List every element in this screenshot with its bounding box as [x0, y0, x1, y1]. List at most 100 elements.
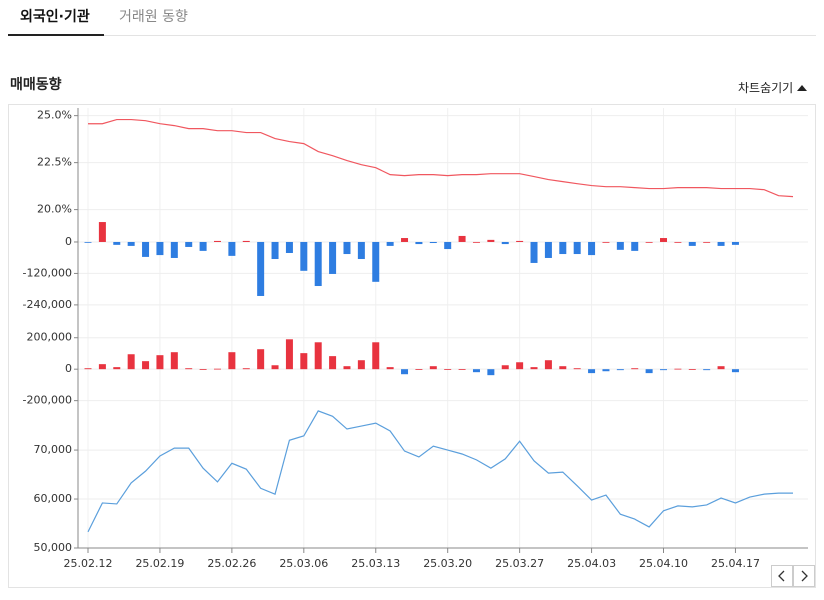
bar — [228, 241, 236, 256]
x-tick-label: 25.02.26 — [207, 557, 256, 570]
bar — [444, 369, 452, 370]
bar — [501, 365, 509, 370]
y-tick-label: 70,000 — [34, 443, 73, 456]
bar — [415, 241, 423, 245]
toggle-label[interactable]: 차트숨기기 — [738, 81, 794, 95]
y-tick-label: 22.5% — [37, 156, 72, 169]
bar — [386, 241, 394, 246]
bar — [300, 353, 308, 370]
bar — [674, 368, 682, 370]
section-title: 매매동향 — [10, 77, 62, 93]
bar — [458, 235, 466, 242]
bar — [285, 339, 293, 370]
bar — [257, 241, 265, 296]
bar — [530, 367, 538, 370]
bar — [660, 238, 668, 242]
bar — [660, 369, 668, 371]
bar — [113, 241, 121, 245]
bar — [127, 354, 135, 370]
bar — [372, 342, 380, 370]
bar — [688, 369, 696, 370]
bar — [357, 360, 365, 370]
bar — [559, 241, 567, 255]
y-tick-label: -200,000 — [23, 394, 72, 407]
x-tick-label: 25.04.03 — [567, 557, 616, 570]
bar — [559, 366, 567, 370]
bar — [645, 369, 653, 374]
next-button[interactable] — [793, 565, 815, 587]
bar — [314, 241, 322, 287]
y-tick-label: 0 — [65, 362, 72, 375]
bar — [688, 241, 696, 246]
bar — [386, 367, 394, 370]
x-tick-label: 25.03.13 — [351, 557, 400, 570]
y-tick-label: 20.0% — [37, 203, 72, 216]
bar — [242, 368, 250, 370]
bar — [588, 369, 596, 374]
bar — [429, 241, 437, 244]
bar — [257, 349, 265, 370]
bar — [185, 241, 193, 247]
bar — [487, 369, 495, 376]
y-tick-label: 60,000 — [34, 492, 73, 505]
tab-active[interactable]: 외국인·기관 — [20, 9, 90, 25]
x-tick-label: 25.04.17 — [711, 557, 760, 570]
bar — [731, 369, 739, 373]
bar — [631, 368, 639, 370]
bar — [487, 239, 495, 242]
bar — [703, 241, 711, 243]
line — [88, 118, 794, 198]
bar — [156, 241, 164, 256]
bar — [314, 342, 322, 370]
bar — [588, 241, 596, 256]
bar — [213, 240, 221, 242]
pager — [771, 565, 815, 587]
bar — [415, 369, 423, 370]
bar — [357, 241, 365, 260]
y-tick-label: 25.0% — [37, 109, 72, 122]
bar — [84, 368, 92, 370]
bar — [616, 241, 624, 250]
bar — [170, 241, 178, 258]
x-tick-label: 25.03.06 — [279, 557, 328, 570]
prev-button[interactable] — [771, 565, 793, 587]
bar — [472, 241, 480, 243]
x-tick-label: 25.02.19 — [135, 557, 184, 570]
bar — [142, 361, 150, 370]
bar — [242, 240, 250, 242]
x-tick-label: 25.03.20 — [423, 557, 472, 570]
bar — [530, 241, 538, 263]
bar — [573, 368, 581, 370]
bar — [343, 366, 351, 370]
bar — [645, 241, 653, 243]
tab[interactable]: 거래원 동향 — [119, 9, 188, 25]
y-tick-label: 200,000 — [27, 331, 73, 344]
bar — [213, 368, 221, 370]
x-tick-label: 25.02.12 — [64, 557, 113, 570]
bar — [98, 222, 106, 242]
bar — [98, 364, 106, 370]
bar — [228, 352, 236, 370]
bar — [717, 366, 725, 370]
bar — [501, 241, 509, 245]
bar — [631, 241, 639, 251]
bar — [185, 368, 193, 370]
bar — [573, 241, 581, 255]
y-tick-label: 50,000 — [34, 541, 73, 554]
toggle[interactable]: 차트숨기기 — [738, 79, 808, 96]
toggle-icon — [797, 84, 808, 91]
chart-frame — [8, 104, 816, 588]
bar — [170, 352, 178, 370]
bar — [285, 241, 293, 253]
bar — [329, 356, 337, 370]
bar — [372, 241, 380, 282]
bar — [401, 369, 409, 375]
bar — [84, 241, 92, 243]
bar — [199, 241, 207, 251]
bar — [199, 369, 207, 370]
y-tick-label: -240,000 — [23, 298, 72, 311]
bar — [516, 240, 524, 242]
bar — [156, 355, 164, 370]
bar — [731, 241, 739, 245]
